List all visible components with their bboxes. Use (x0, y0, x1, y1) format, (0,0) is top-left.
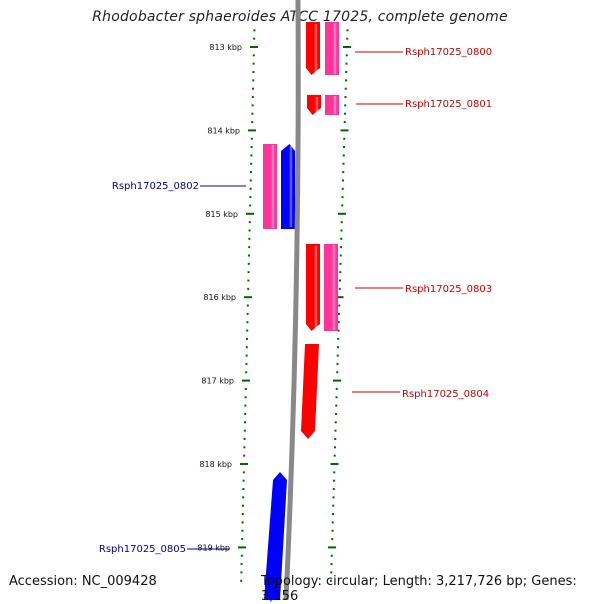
gene-label[interactable]: Rsph17025_0801 (405, 99, 492, 110)
cds-arrow-forward (301, 344, 319, 439)
cds-arrow-forward (306, 244, 320, 331)
gene-label[interactable]: Rsph17025_0805 (99, 544, 186, 555)
gene-label[interactable]: Rsph17025_0802 (112, 181, 199, 192)
cds-arrow-forward (306, 22, 320, 75)
ruler-labels: 813 kbp 814 kbp 815 kbp 816 kbp 817 kbp 818 k… (197, 43, 242, 552)
gene-label[interactable]: Rsph17025_0800 (405, 47, 492, 58)
gene-features (263, 22, 339, 600)
gene-label[interactable]: Rsph17025_0803 (405, 284, 492, 295)
ruler-label: 815 kbp (205, 210, 238, 219)
ruler-label: 813 kbp (209, 43, 242, 52)
cds-arrow-reverse (281, 144, 295, 229)
ruler-label: 819 kbp (197, 543, 230, 552)
gene-feature (324, 244, 338, 331)
cds-arrow-forward (307, 95, 321, 115)
gene-labels: Rsph17025_0800 Rsph17025_0801 Rsph17025_08… (99, 47, 492, 555)
ruler-ticks (238, 29, 351, 582)
gene-feature (325, 22, 339, 75)
ruler-label: 817 kbp (201, 377, 234, 386)
ruler-label: 818 kbp (199, 460, 232, 469)
genome-backbone (283, 0, 301, 600)
gene-feature (263, 144, 277, 229)
gene-feature (325, 95, 339, 115)
ruler-label: 814 kbp (207, 126, 240, 135)
gene-label[interactable]: Rsph17025_0804 (402, 389, 489, 400)
accession-text: Accession: NC_009428 (9, 574, 157, 589)
cds-arrow-reverse (264, 472, 287, 600)
ruler-label: 816 kbp (203, 293, 236, 302)
